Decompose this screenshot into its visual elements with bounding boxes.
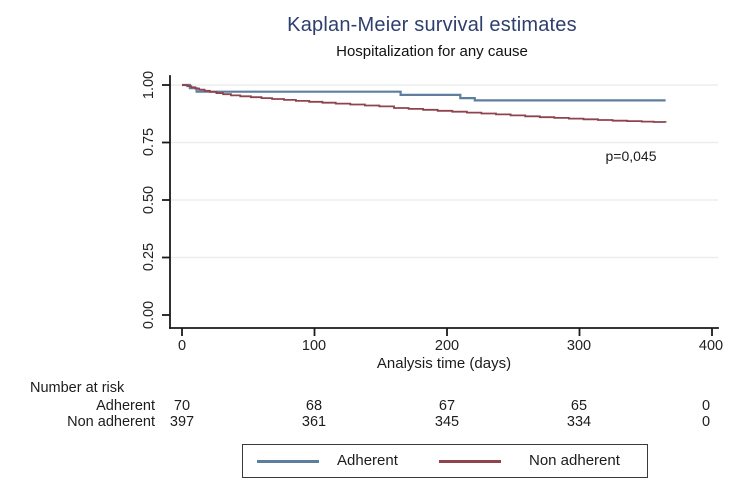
y-tick-0.00: 0.00 — [141, 300, 157, 330]
risk-row-label-adherent: Adherent — [96, 398, 155, 414]
y-tick-0.75: 0.75 — [141, 127, 157, 157]
curve-non-adherent — [182, 84, 667, 123]
chart-title: Kaplan-Meier survival estimates — [287, 14, 577, 36]
risk-count: 68 — [305, 398, 323, 414]
risk-count: 0 — [701, 414, 711, 430]
risk-count: 397 — [169, 414, 195, 430]
gridlines — [170, 84, 718, 259]
risk-count: 65 — [570, 398, 588, 414]
y-tick-1.00: 1.00 — [141, 70, 157, 100]
axes — [169, 75, 719, 329]
legend: Adherent Non adherent — [242, 444, 648, 478]
risk-count: 70 — [173, 398, 191, 414]
curve-adherent — [182, 83, 666, 102]
x-tick-0: 0 — [177, 338, 187, 354]
legend-label-adherent: Adherent — [337, 452, 398, 469]
risk-count: 0 — [701, 398, 711, 414]
legend-label-non-adherent: Non adherent — [529, 452, 620, 469]
axis-ticks — [162, 84, 713, 336]
risk-count: 334 — [566, 414, 592, 430]
p-value-annotation: p=0,045 — [605, 148, 657, 164]
legend-line-non-adherent — [439, 460, 501, 463]
x-tick-100: 100 — [301, 338, 327, 354]
y-tick-0.25: 0.25 — [141, 242, 157, 272]
x-tick-300: 300 — [566, 338, 592, 354]
risk-count: 67 — [438, 398, 456, 414]
legend-line-adherent — [257, 460, 319, 463]
risk-row-label-non-adherent: Non adherent — [67, 414, 155, 430]
chart-subtitle: Hospitalization for any cause — [336, 43, 528, 60]
y-tick-0.50: 0.50 — [141, 185, 157, 215]
risk-table-header: Number at risk — [30, 380, 125, 396]
risk-count: 345 — [434, 414, 460, 430]
x-tick-400: 400 — [698, 338, 724, 354]
survival-curves — [182, 83, 667, 123]
x-axis-title: Analysis time (days) — [376, 355, 512, 372]
x-tick-200: 200 — [434, 338, 460, 354]
risk-count: 361 — [301, 414, 327, 430]
